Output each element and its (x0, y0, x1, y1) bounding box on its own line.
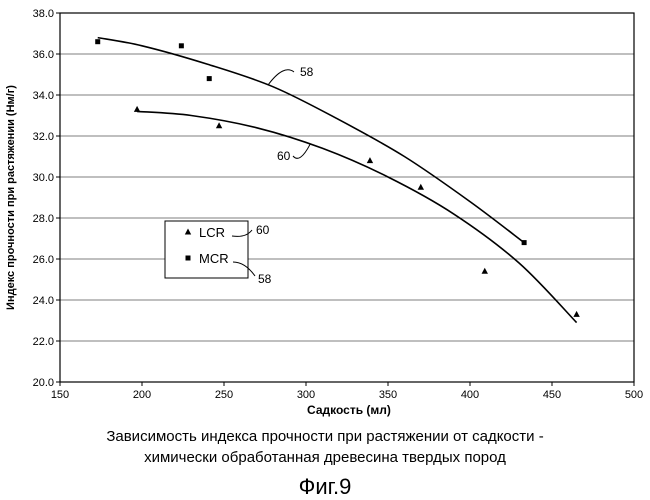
data-point (134, 106, 140, 112)
x-axis-ticks: 150 200 250 300 350 400 450 500 (51, 382, 643, 401)
plot-area (60, 13, 634, 382)
figure-label: Фиг.9 (0, 474, 650, 500)
y-tick-label: 34.0 (33, 90, 54, 102)
y-axis-ticks: 20.0 22.0 24.0 26.0 28.0 30.0 32.0 34.0 36.0 38.0 (33, 8, 60, 389)
legend: LCR MCR 60 58 (165, 221, 272, 286)
series-mcr: 58 (95, 38, 526, 246)
x-tick-label: 400 (461, 389, 479, 401)
legend-label: LCR (199, 225, 225, 240)
y-tick-label: 22.0 (33, 336, 54, 348)
legend-callout-label: 60 (256, 223, 270, 237)
data-point (216, 122, 222, 128)
data-point (573, 311, 579, 317)
data-point (179, 43, 184, 48)
callout-leader (268, 70, 294, 85)
y-axis-label: Индекс прочности при растяжении (Нм/г) (5, 85, 17, 310)
legend-callout-label: 58 (258, 272, 272, 286)
trend-line (137, 111, 577, 322)
legend-marker (186, 256, 191, 261)
x-tick-label: 200 (133, 389, 151, 401)
x-axis-label: Садкость (мл) (307, 403, 391, 417)
data-point (522, 240, 527, 245)
x-tick-label: 350 (379, 389, 397, 401)
y-tick-label: 20.0 (33, 377, 54, 389)
curve-label: 60 (277, 149, 291, 163)
data-point (482, 268, 488, 274)
x-tick-label: 300 (297, 389, 315, 401)
callout-leader (293, 144, 310, 158)
caption-line-2: химически обработанная древесина твердых… (0, 449, 650, 466)
y-tick-label: 26.0 (33, 254, 54, 266)
legend-label: MCR (199, 251, 229, 266)
y-tick-label: 32.0 (33, 131, 54, 143)
data-point (207, 76, 212, 81)
data-point (367, 157, 373, 163)
chart: 20.0 22.0 24.0 26.0 28.0 30.0 32.0 34.0 36.0 38.0… (0, 0, 650, 430)
grid-lines (60, 13, 634, 382)
data-point (95, 39, 100, 44)
series-lcr: 60 (134, 106, 580, 323)
series-layer: 60 58 (95, 38, 580, 323)
y-tick-label: 28.0 (33, 213, 54, 225)
y-tick-label: 30.0 (33, 172, 54, 184)
x-tick-label: 150 (51, 389, 69, 401)
y-tick-label: 36.0 (33, 49, 54, 61)
caption-line-1: Зависимость индекса прочности при растяж… (0, 428, 650, 445)
x-tick-label: 500 (625, 389, 643, 401)
curve-label: 58 (300, 65, 314, 79)
x-tick-label: 250 (215, 389, 233, 401)
y-tick-label: 24.0 (33, 295, 54, 307)
data-point (418, 184, 424, 190)
y-tick-label: 38.0 (33, 8, 54, 20)
x-tick-label: 450 (543, 389, 561, 401)
